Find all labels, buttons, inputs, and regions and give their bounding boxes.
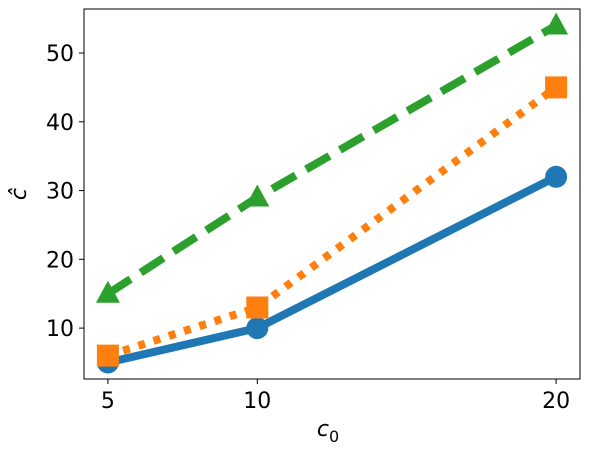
x-axis-label: c0 (317, 417, 339, 446)
series-2-line (106, 84, 559, 360)
series-2 (96, 76, 568, 367)
y-tick-label: 30 (46, 180, 74, 205)
y-axis-label: ĉ (7, 187, 32, 200)
x-axis-label-main: c (317, 417, 329, 442)
data-point-square (246, 296, 269, 319)
y-tick-label: 40 (46, 111, 74, 136)
y-axis: 10 20 30 40 50 (46, 42, 84, 342)
series-3-line (105, 22, 559, 298)
x-axis-label-subscript: 0 (329, 427, 339, 446)
axes-frame (83, 8, 581, 380)
series-1 (96, 165, 568, 374)
data-point-square (96, 344, 119, 367)
y-tick-label: 10 (46, 317, 74, 342)
plot-area (95, 12, 569, 374)
data-point-triangle (544, 12, 569, 35)
x-tick-label: 20 (542, 389, 570, 414)
data-point-circle (246, 317, 269, 340)
data-point-triangle (245, 184, 270, 207)
x-tick-label: 10 (243, 389, 271, 414)
data-point-square (545, 76, 568, 99)
series-3 (95, 12, 569, 303)
data-point-circle (545, 165, 568, 188)
x-axis: 5 10 20 (101, 379, 570, 414)
y-tick-label: 50 (46, 42, 74, 67)
x-tick-label: 5 (101, 389, 115, 414)
data-point-triangle (95, 280, 120, 303)
y-tick-label: 20 (46, 248, 74, 273)
